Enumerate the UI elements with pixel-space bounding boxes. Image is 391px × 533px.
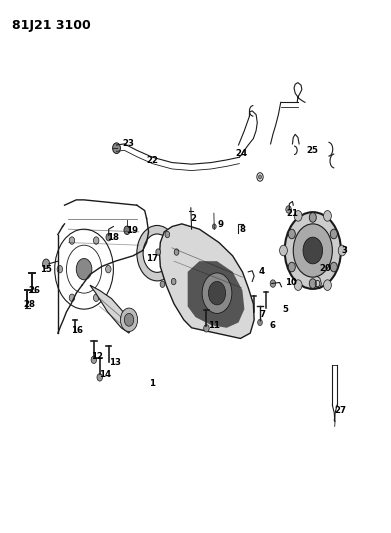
Text: 25: 25 bbox=[306, 146, 318, 155]
Circle shape bbox=[106, 265, 111, 273]
Circle shape bbox=[93, 237, 99, 244]
Circle shape bbox=[330, 262, 337, 272]
Text: 19: 19 bbox=[126, 226, 138, 235]
Text: 7: 7 bbox=[259, 310, 265, 319]
Text: 26: 26 bbox=[29, 286, 40, 295]
Text: 14: 14 bbox=[99, 370, 111, 378]
Text: 12: 12 bbox=[91, 352, 103, 360]
Circle shape bbox=[69, 237, 75, 244]
Circle shape bbox=[204, 325, 209, 332]
Circle shape bbox=[258, 175, 262, 179]
Text: 28: 28 bbox=[23, 301, 35, 309]
Text: 24: 24 bbox=[235, 149, 248, 158]
Text: 18: 18 bbox=[107, 233, 118, 241]
Circle shape bbox=[124, 313, 134, 326]
Text: 5: 5 bbox=[282, 305, 289, 313]
Circle shape bbox=[160, 281, 165, 287]
Text: 8: 8 bbox=[239, 225, 246, 233]
Circle shape bbox=[288, 229, 295, 239]
Text: 4: 4 bbox=[259, 268, 265, 276]
Circle shape bbox=[303, 237, 323, 264]
Text: 17: 17 bbox=[146, 254, 159, 263]
Polygon shape bbox=[188, 261, 244, 328]
Circle shape bbox=[293, 224, 332, 277]
Circle shape bbox=[285, 212, 341, 289]
Circle shape bbox=[212, 224, 216, 229]
Text: 9: 9 bbox=[218, 221, 224, 229]
Circle shape bbox=[174, 249, 179, 255]
Circle shape bbox=[106, 233, 111, 241]
Text: 13: 13 bbox=[109, 358, 121, 367]
Circle shape bbox=[338, 245, 346, 256]
Text: 3: 3 bbox=[341, 246, 347, 255]
Circle shape bbox=[294, 280, 302, 290]
Circle shape bbox=[76, 259, 92, 280]
Text: 21: 21 bbox=[287, 209, 298, 217]
Circle shape bbox=[309, 279, 316, 288]
Text: 16: 16 bbox=[72, 326, 83, 335]
Circle shape bbox=[43, 259, 50, 269]
Circle shape bbox=[280, 245, 287, 256]
Text: 81J21 3100: 81J21 3100 bbox=[12, 19, 90, 31]
Polygon shape bbox=[160, 224, 254, 338]
Circle shape bbox=[294, 211, 302, 221]
Circle shape bbox=[171, 278, 176, 285]
Circle shape bbox=[323, 211, 332, 221]
Text: 1: 1 bbox=[149, 379, 156, 388]
Circle shape bbox=[309, 213, 316, 222]
Text: 11: 11 bbox=[208, 321, 220, 329]
Text: 27: 27 bbox=[334, 406, 346, 415]
Text: 20: 20 bbox=[319, 264, 331, 272]
Circle shape bbox=[97, 374, 102, 381]
Circle shape bbox=[270, 280, 276, 287]
Circle shape bbox=[93, 294, 99, 302]
Polygon shape bbox=[90, 285, 131, 333]
Circle shape bbox=[124, 226, 130, 235]
Circle shape bbox=[156, 249, 161, 255]
Circle shape bbox=[202, 273, 232, 313]
Circle shape bbox=[258, 319, 262, 326]
Text: 23: 23 bbox=[122, 140, 134, 148]
Circle shape bbox=[323, 280, 332, 290]
Circle shape bbox=[165, 231, 170, 238]
Text: 15: 15 bbox=[40, 265, 52, 273]
Text: 6: 6 bbox=[270, 321, 276, 329]
Circle shape bbox=[330, 229, 337, 239]
Text: 22: 22 bbox=[147, 157, 158, 165]
Text: 10: 10 bbox=[285, 278, 297, 287]
Circle shape bbox=[286, 206, 291, 213]
Circle shape bbox=[113, 143, 120, 154]
Circle shape bbox=[57, 265, 63, 273]
Circle shape bbox=[288, 262, 295, 272]
Circle shape bbox=[91, 356, 97, 364]
Text: 2: 2 bbox=[190, 214, 197, 223]
Circle shape bbox=[208, 281, 226, 305]
Circle shape bbox=[120, 308, 138, 332]
Circle shape bbox=[69, 294, 75, 302]
